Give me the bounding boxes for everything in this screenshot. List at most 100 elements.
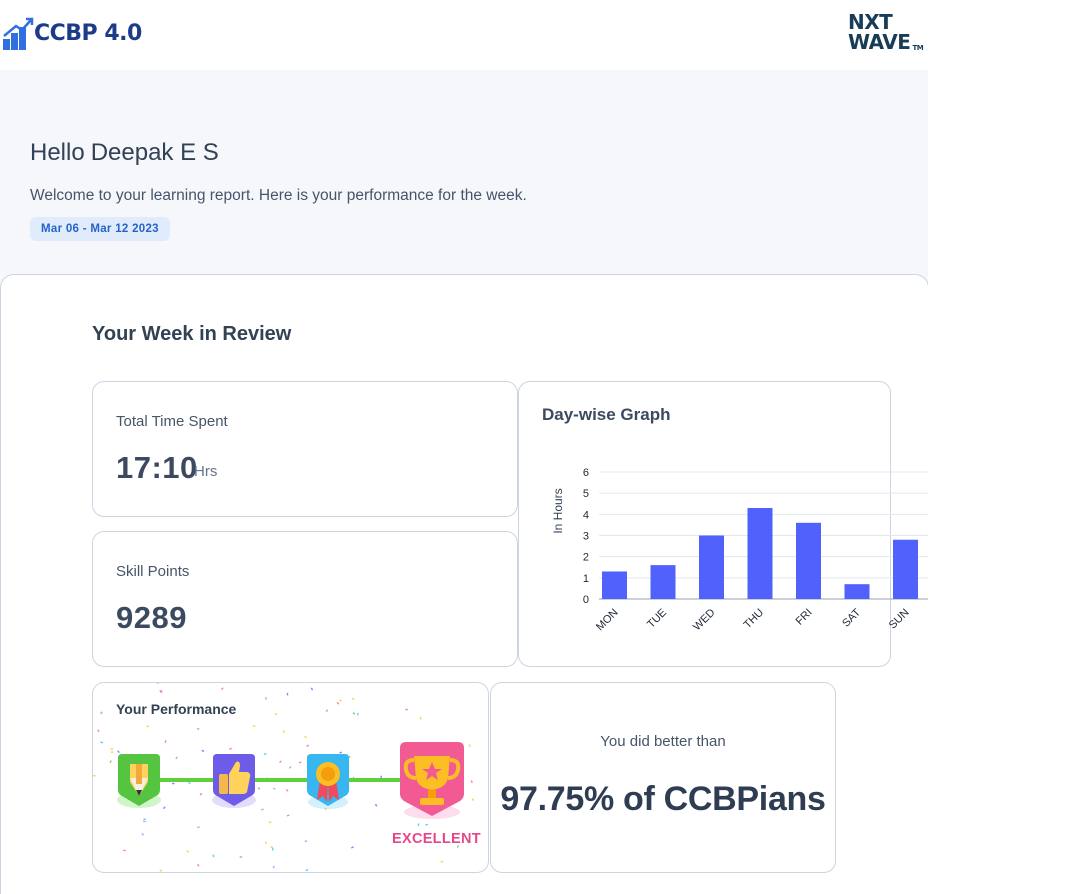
confetti-piece	[456, 845, 460, 848]
confetti-piece	[97, 729, 100, 733]
skill-points-label: Skill Points	[116, 563, 190, 580]
confetti-piece	[186, 850, 190, 853]
y-axis-label: In Hours	[551, 488, 565, 533]
confetti-piece	[470, 780, 473, 784]
day-wise-bar-chart: In Hours 0 1 2 3 4 5 6 MON TUE WED THU FRI SAT SUN	[551, 467, 928, 633]
confetti-piece	[305, 868, 309, 872]
confetti-piece	[374, 803, 378, 807]
performance-title: Your Performance	[116, 701, 237, 717]
bar-fri[interactable]	[796, 522, 821, 599]
confetti-piece	[272, 865, 275, 869]
confetti-piece	[159, 869, 163, 872]
confetti-piece	[197, 826, 200, 829]
confetti-piece	[272, 787, 276, 790]
time-spent-label: Total Time Spent	[116, 413, 228, 430]
comparison-label: You did better than	[600, 733, 726, 750]
confetti-piece	[220, 687, 224, 691]
confetti-piece	[123, 849, 126, 852]
bar-mon[interactable]	[602, 571, 627, 599]
ccbp-logo: CCBP 4.0	[2, 17, 142, 51]
time-spent-value: 17:10	[116, 450, 198, 485]
confetti-piece	[339, 699, 342, 702]
confetti-piece	[162, 806, 166, 810]
confetti-piece	[270, 846, 274, 849]
skill-points-card	[92, 531, 518, 667]
confetti-piece	[339, 751, 343, 754]
x-tick-label: TUE	[645, 607, 669, 631]
bar-thu[interactable]	[747, 507, 773, 599]
y-tick-label: 6	[583, 467, 589, 479]
skill-points-value: 9289	[116, 600, 187, 635]
confetti-piece	[350, 846, 354, 849]
performance-progress-line	[150, 778, 410, 782]
medal-badge-icon	[307, 754, 349, 809]
confetti-piece	[199, 792, 203, 796]
week-review-title: Your Week in Review	[92, 323, 292, 345]
y-tick-label: 2	[583, 552, 589, 564]
confetti-piece	[143, 818, 146, 821]
y-tick-label: 5	[583, 488, 589, 500]
confetti-piece	[229, 747, 232, 750]
trophy-badge-icon	[400, 742, 464, 819]
x-tick-label: FRI	[794, 607, 815, 628]
confetti-piece	[93, 775, 96, 777]
day-wise-graph-card	[518, 381, 891, 667]
y-tick-label: 0	[583, 594, 589, 606]
confetti-piece	[100, 741, 104, 744]
trademark-mark: TM	[912, 44, 924, 52]
confetti-piece	[164, 740, 167, 743]
confetti-piece	[212, 854, 215, 858]
confetti-piece	[257, 787, 261, 790]
confetti-piece	[417, 823, 420, 826]
confetti-piece	[283, 730, 285, 733]
nxtwave-logo-line2-row: WAVE TM	[848, 32, 928, 52]
confetti-piece	[405, 708, 408, 711]
comparison-value: 97.75% of CCBPians	[500, 780, 826, 818]
pencil-badge-icon	[117, 754, 161, 808]
x-tick-label: SAT	[840, 606, 863, 629]
confetti-piece	[304, 840, 308, 843]
bar-wed[interactable]	[699, 535, 724, 600]
date-range-badge: Mar 06 - Mar 12 2023	[30, 217, 170, 241]
confetti-piece	[175, 756, 178, 760]
x-tick-label: SUN	[887, 607, 912, 632]
confetti-piece	[265, 697, 267, 700]
confetti-piece	[468, 744, 471, 747]
welcome-text: Welcome to your learning report. Here is…	[30, 187, 527, 204]
y-tick-label: 1	[583, 573, 589, 585]
performance-level-label: EXCELLENT	[392, 831, 481, 847]
confetti-piece	[325, 709, 329, 713]
confetti-piece	[171, 782, 175, 785]
confetti-piece	[419, 716, 422, 720]
time-spent-card	[92, 381, 518, 517]
confetti-piece	[352, 712, 356, 715]
confetti-piece	[268, 821, 272, 824]
bar-tue[interactable]	[650, 565, 676, 599]
confetti-piece	[440, 860, 444, 863]
bar-sun[interactable]	[893, 539, 918, 599]
day-wise-graph-title: Day-wise Graph	[542, 405, 671, 424]
confetti-piece	[143, 820, 146, 823]
learning-report-page: CCBP 4.0 NXT WAVE TM Hello Deepak E S Wel…	[0, 12, 928, 894]
greeting-section	[0, 70, 928, 300]
bar-sat[interactable]	[844, 584, 870, 599]
confetti-piece	[336, 701, 340, 705]
comparison-card	[490, 682, 836, 873]
confetti-piece	[100, 711, 103, 715]
confetti-piece	[310, 687, 314, 691]
nxtwave-logo-line2: WAVE	[848, 30, 911, 54]
confetti-piece	[471, 798, 475, 802]
confetti-piece	[110, 751, 114, 753]
nxtwave-logo-line1: NXT	[848, 10, 893, 34]
confetti-piece	[239, 855, 243, 858]
y-tick-label: 4	[583, 509, 589, 521]
confetti-piece	[264, 841, 267, 845]
confetti-piece	[188, 781, 191, 785]
nxtwave-logo: NXT WAVE TM	[848, 12, 928, 54]
confetti-piece	[109, 760, 112, 764]
brand-name: CCBP 4.0	[34, 21, 142, 46]
confetti-piece	[201, 749, 205, 753]
time-spent-unit: Hrs	[194, 463, 218, 480]
confetti-piece	[156, 683, 160, 684]
confetti-piece	[425, 823, 429, 826]
